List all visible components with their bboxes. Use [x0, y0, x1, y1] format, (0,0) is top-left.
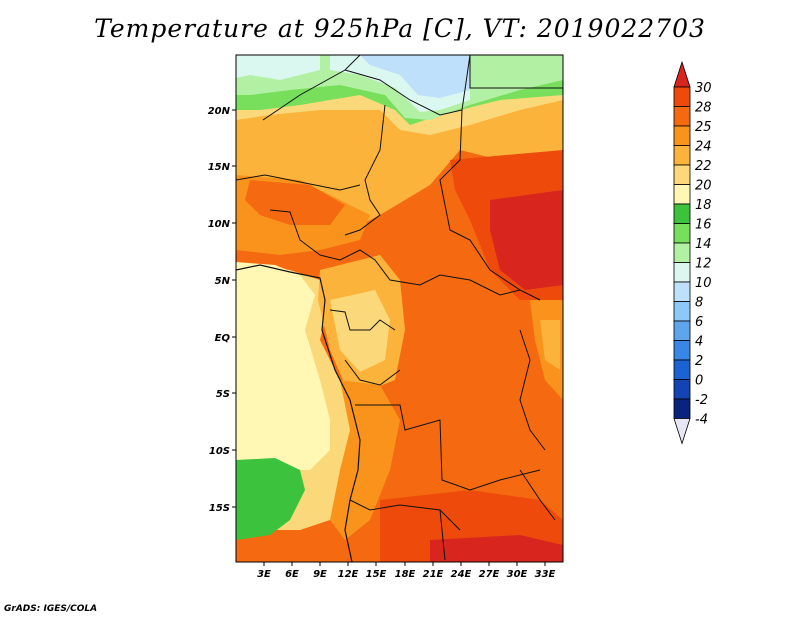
colorbar-level-label: 6: [695, 315, 703, 330]
colorbar-swatch: [673, 359, 691, 380]
colorbar-level-label: 24: [695, 140, 712, 155]
lon-label: 9E: [313, 569, 327, 580]
lon-label: 30E: [507, 569, 528, 580]
lon-label: 15E: [366, 569, 387, 580]
colorbar-swatch: [673, 340, 691, 361]
colorbar-swatch: [673, 379, 691, 400]
colorbar-level-label: 28: [695, 101, 712, 116]
lat-label: 5N: [215, 276, 231, 287]
lon-label: 24E: [451, 569, 472, 580]
colorbar-level-label: -4: [695, 413, 708, 428]
colorbar-swatch: [673, 281, 691, 302]
colorbar-level-label: 2: [695, 354, 703, 369]
colorbar-swatch: [673, 106, 691, 127]
colorbar-level-label: 0: [695, 374, 703, 389]
colorbar-level-label: 8: [695, 296, 703, 311]
colorbar-swatch: [673, 164, 691, 185]
country-borders: [236, 55, 563, 561]
colorbar-swatch: [673, 203, 691, 224]
lat-label: 5S: [216, 389, 230, 400]
colorbar-level-label: 20: [695, 179, 712, 194]
colorbar-level-label: 18: [695, 198, 712, 213]
lon-label: 6E: [285, 569, 299, 580]
credit-label: GrADS: IGES/COLA: [4, 604, 98, 614]
map-frame: [235, 54, 564, 563]
colorbar-swatch: [673, 301, 691, 322]
lon-label: 27E: [479, 569, 500, 580]
colorbar-bottom-arrow: [673, 418, 691, 445]
lat-label: 10S: [209, 446, 230, 457]
colorbar-swatch: [673, 125, 691, 146]
colorbar-level-label: 22: [695, 159, 712, 174]
lon-label: 3E: [257, 569, 271, 580]
colorbar-swatch: [673, 86, 691, 107]
colorbar-level-label: 25: [695, 120, 712, 135]
lat-label: 15S: [209, 503, 230, 514]
temperature-field: [236, 55, 563, 562]
colorbar-swatch: [673, 184, 691, 205]
colorbar-level-label: 4: [695, 335, 703, 350]
colorbar-level-label: 12: [695, 257, 712, 272]
colorbar-swatch: [673, 223, 691, 244]
coastline: [235, 264, 361, 563]
lat-label: 15N: [208, 162, 231, 173]
longitude-axis: 3E 6E 9E 12E 15E 18E 21E 24E 27E 30E 33E: [257, 562, 556, 580]
lat-label: 20N: [208, 106, 231, 117]
colorbar-level-label: 30: [695, 81, 712, 96]
colorbar-swatch: [673, 145, 691, 166]
lat-label: EQ: [215, 333, 231, 344]
colorbar-swatch: [673, 320, 691, 341]
colorbar-level-label: 10: [695, 276, 712, 291]
latitude-axis: 20N 15N 10N 5N EQ 5S 10S 15S: [208, 106, 236, 514]
lon-label: 21E: [423, 569, 444, 580]
lon-label: 12E: [338, 569, 359, 580]
colorbar-top-arrow: [673, 60, 691, 88]
lon-label: 33E: [535, 569, 556, 580]
lon-label: 18E: [395, 569, 416, 580]
lat-label: 10N: [208, 219, 231, 230]
colorbar-level-label: 16: [695, 218, 712, 233]
colorbar-swatch: [673, 242, 691, 263]
colorbar-level-label: 14: [695, 237, 712, 252]
map-title: Temperature at 925hPa [C], VT: 201902270…: [94, 14, 706, 43]
colorbar-swatch: [673, 262, 691, 283]
colorbar-swatch: [673, 398, 691, 419]
colorbar-level-label: -2: [695, 393, 708, 408]
